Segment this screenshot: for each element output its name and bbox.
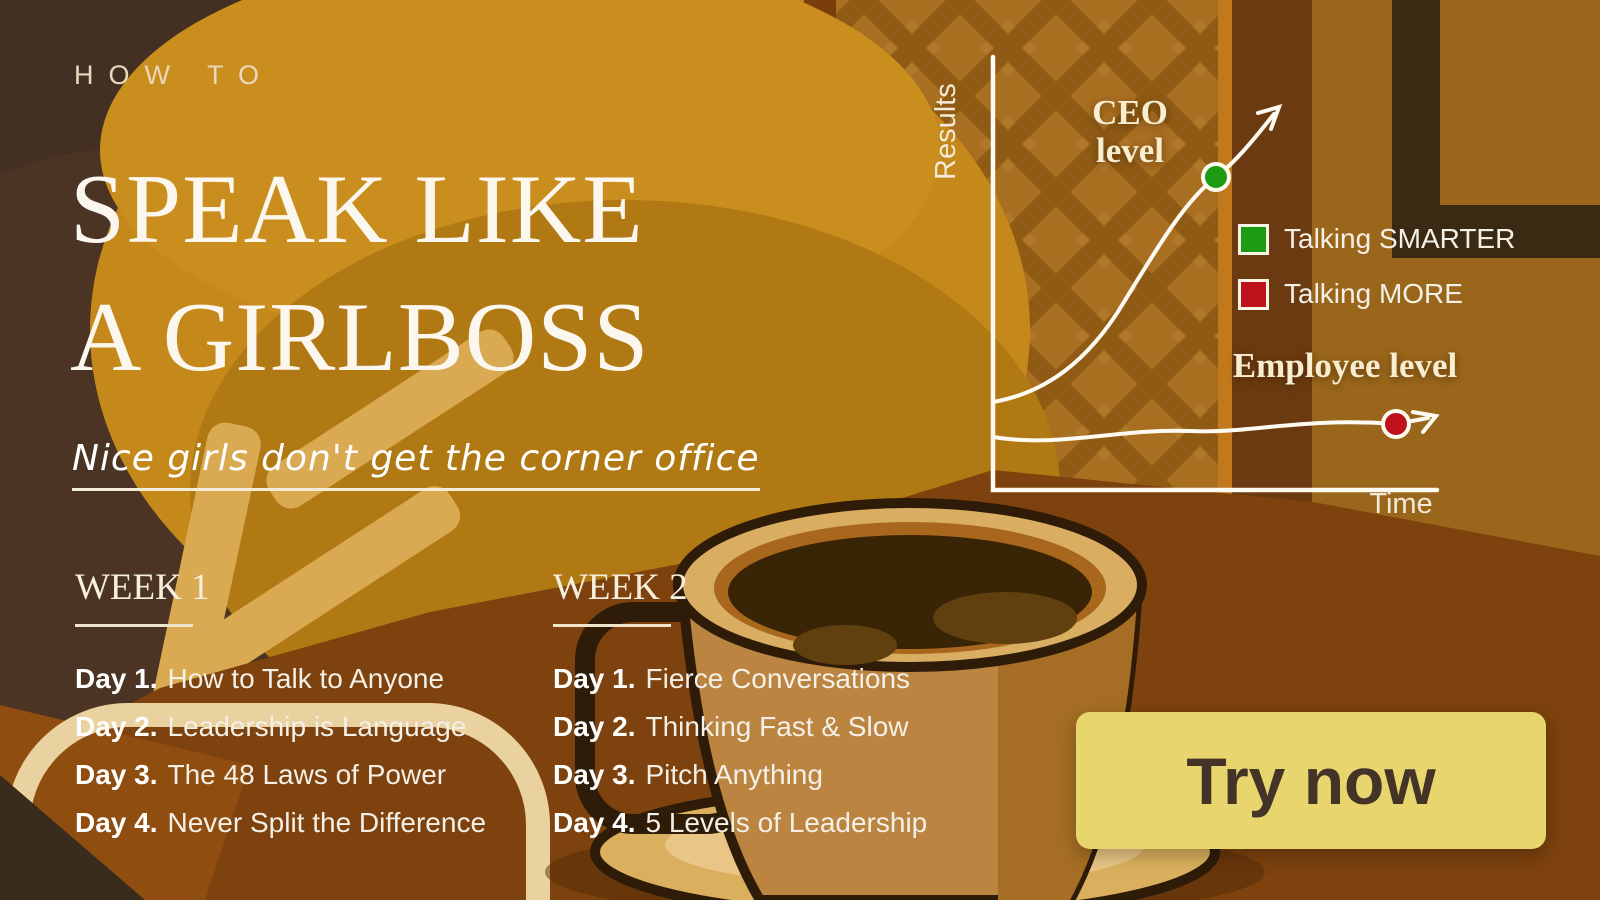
day-title: Never Split the Difference xyxy=(167,807,487,838)
coffee-highlight xyxy=(793,625,897,665)
day-title: Pitch Anything xyxy=(645,759,823,790)
list-item: Day 2. Leadership is Language xyxy=(75,703,486,751)
list-item: Day 4. 5 Levels of Leadership xyxy=(553,799,927,847)
legend-item-talking-more: Talking MORE xyxy=(1238,278,1463,310)
employee-level-annotation: Employee level xyxy=(1232,346,1458,385)
week-1-heading: WEEK 1 xyxy=(75,567,210,608)
day-label: Day 3. xyxy=(75,759,158,790)
coffee-cup-illustration xyxy=(545,498,1265,900)
legend-label: Talking MORE xyxy=(1284,278,1463,309)
day-title: Fierce Conversations xyxy=(645,663,911,694)
ceo-curve xyxy=(991,112,1276,404)
ceo-label-line-1: CEO xyxy=(1092,93,1168,132)
day-label: Day 4. xyxy=(553,807,636,838)
day-title: Thinking Fast & Slow xyxy=(645,711,909,742)
chart-axes xyxy=(990,54,1440,493)
ceo-label-line-2: level xyxy=(1095,131,1165,170)
ceo-arrowhead xyxy=(1256,104,1283,131)
coffee-highlight xyxy=(933,592,1077,644)
employee-arrowhead xyxy=(1411,410,1440,434)
title-line-2: A GIRLBOSS xyxy=(70,283,650,392)
list-item: Day 2. Thinking Fast & Slow xyxy=(553,703,927,751)
door-frame xyxy=(1392,0,1600,258)
day-label: Day 2. xyxy=(553,711,636,742)
y-axis-label: Results xyxy=(930,83,962,180)
x-axis-label: Time xyxy=(1369,488,1433,520)
week-2-list: Day 1. Fierce Conversations Day 2. Think… xyxy=(553,655,927,847)
ceo-data-point xyxy=(1201,162,1231,192)
list-item: Day 4. Never Split the Difference xyxy=(75,799,486,847)
ceo-level-annotation: CEO level xyxy=(1052,94,1208,170)
title-line-1: SPEAK LIKE xyxy=(70,155,644,264)
day-label: Day 2. xyxy=(75,711,158,742)
day-label: Day 3. xyxy=(553,759,636,790)
page-title: SPEAK LIKE A GIRLBOSS xyxy=(70,146,649,402)
day-title: Leadership is Language xyxy=(167,711,467,742)
legend-item-talking-smarter: Talking SMARTER xyxy=(1238,223,1515,255)
day-title: How to Talk to Anyone xyxy=(167,663,445,694)
day-label: Day 1. xyxy=(75,663,158,694)
red-swatch-icon xyxy=(1238,278,1269,310)
list-item: Day 1. How to Talk to Anyone xyxy=(75,655,486,703)
day-label: Day 1. xyxy=(553,663,636,694)
chair-arm xyxy=(0,703,550,900)
week-2-rule xyxy=(553,624,671,627)
try-now-button[interactable]: Try now xyxy=(1076,712,1546,849)
week-1-list: Day 1. How to Talk to Anyone Day 2. Lead… xyxy=(75,655,486,847)
list-item: Day 3. Pitch Anything xyxy=(553,751,927,799)
employee-data-point xyxy=(1381,409,1411,439)
week-2-heading: WEEK 2 xyxy=(553,567,688,608)
cup-body-shade xyxy=(998,585,1138,900)
legend-label: Talking SMARTER xyxy=(1284,223,1516,254)
list-item: Day 3. The 48 Laws of Power xyxy=(75,751,486,799)
week-1-rule xyxy=(75,624,193,627)
kicker: HOW TO xyxy=(74,60,275,90)
day-title: 5 Levels of Leadership xyxy=(645,807,928,838)
day-label: Day 4. xyxy=(75,807,158,838)
list-item: Day 1. Fierce Conversations xyxy=(553,655,927,703)
day-title: The 48 Laws of Power xyxy=(167,759,447,790)
green-swatch-icon xyxy=(1238,223,1269,255)
subtitle: Nice girls don't get the corner office xyxy=(72,438,760,491)
employee-curve xyxy=(991,416,1430,443)
